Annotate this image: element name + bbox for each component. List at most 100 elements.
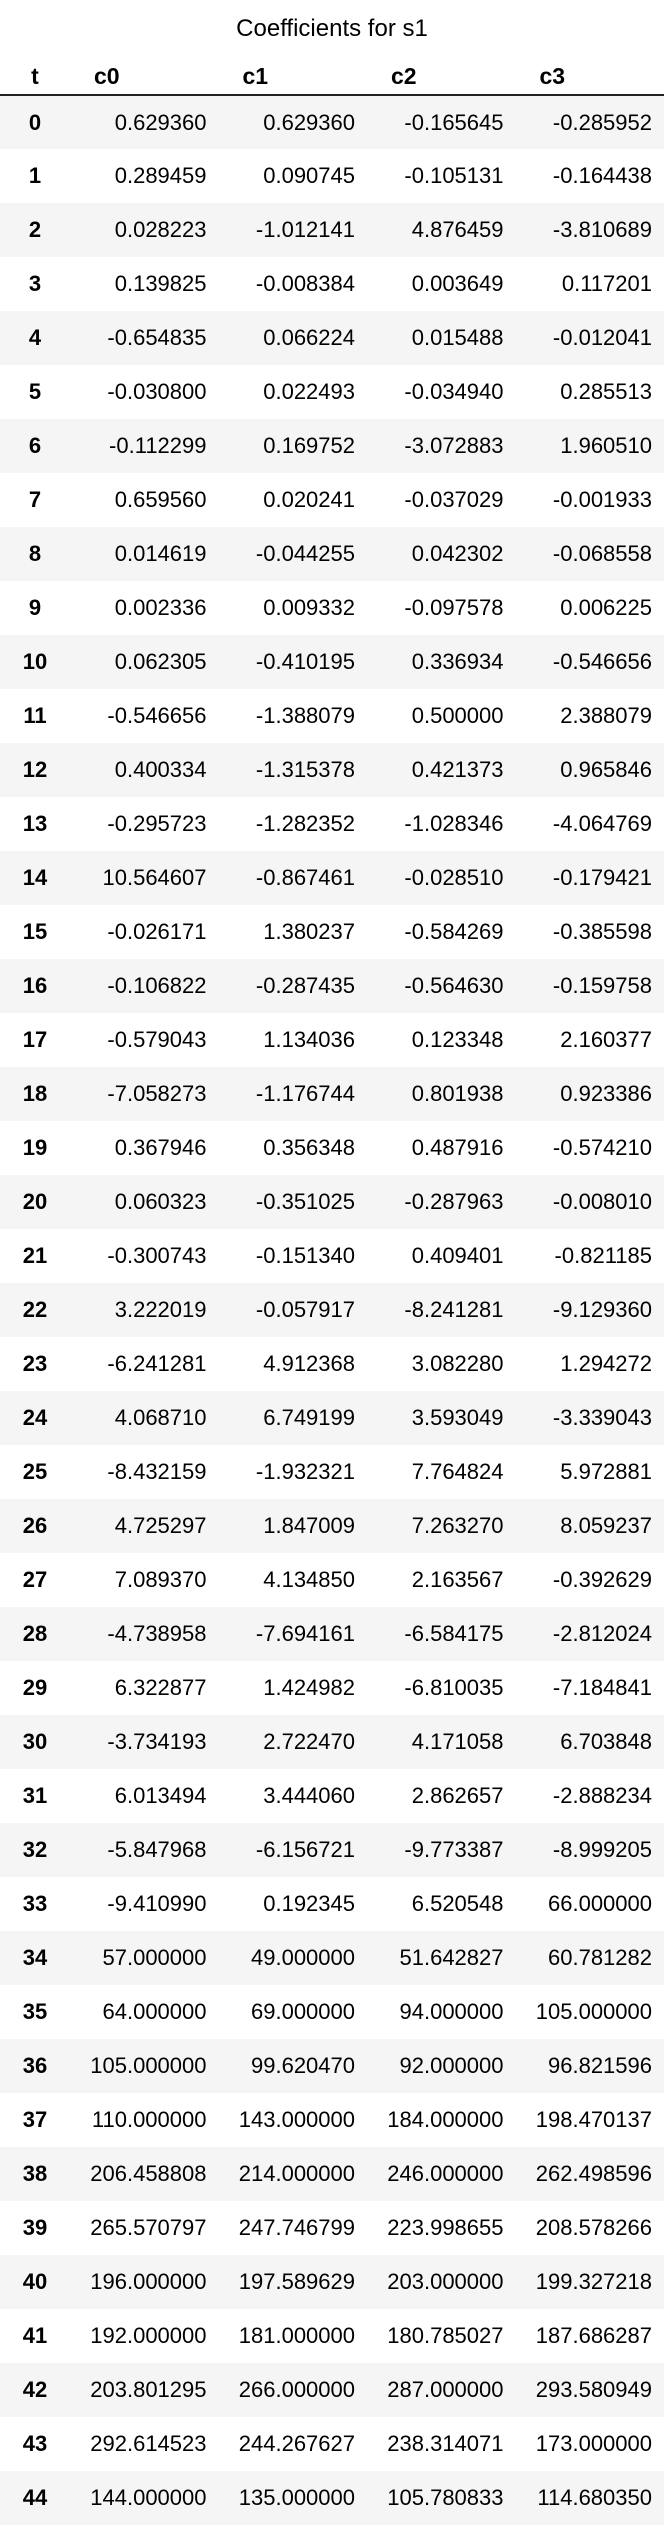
cell-c2: -0.097578 [404,595,504,620]
cell-c1: 0.192345 [263,1891,355,1916]
row-index: 38 [22,2161,48,2186]
cell-c3: 262.498596 [535,2161,652,2186]
row-index: 44 [22,2485,48,2510]
cell-c0: 64.000000 [102,1999,207,2024]
table-row: 14 10.564607 -0.867461 -0.028510 -0.179421 [0,851,664,905]
cell-c3: -3.339043 [552,1405,652,1430]
cell-c2: -0.564630 [404,973,504,998]
row-index: 20 [22,1189,48,1214]
cell-c1: 1.424982 [263,1675,355,1700]
cell-c3: 199.327218 [535,2269,652,2294]
table-body: 0 0.629360 0.629360 -0.165645 -0.285952 1 0.28… [0,95,664,2525]
row-index: 42 [22,2377,48,2402]
cell-c1: -0.351025 [255,1189,355,1214]
cell-c2: -0.287963 [404,1189,504,1214]
cell-c0: 7.089370 [114,1567,207,1592]
cell-c2: 184.000000 [387,2107,504,2132]
column-header-c3: c3 [515,58,664,96]
cell-c1: -1.012141 [255,217,355,242]
row-index: 43 [22,2431,48,2456]
cell-c2: 223.998655 [387,2215,504,2240]
row-index: 26 [22,1513,48,1538]
cell-c3: -4.064769 [552,811,652,836]
cell-c3: -0.392629 [552,1567,652,1592]
cell-c1: -0.008384 [255,271,355,296]
cell-c1: 4.912368 [263,1351,355,1376]
table-row: 24 4.068710 6.749199 3.593049 -3.339043 [0,1391,664,1445]
cell-c2: 238.314071 [387,2431,504,2456]
cell-c1: -0.287435 [255,973,355,998]
cell-c3: 1.960510 [560,433,652,458]
table-row: 13 -0.295723 -1.282352 -1.028346 -4.064769 [0,797,664,851]
row-index: 40 [22,2269,48,2294]
row-index: 27 [22,1567,48,1592]
table-row: 8 0.014619 -0.044255 0.042302 -0.068558 [0,527,664,581]
table-row: 19 0.367946 0.356348 0.487916 -0.574210 [0,1121,664,1175]
row-index: 18 [22,1081,48,1106]
cell-c3: -0.821185 [554,1243,652,1268]
cell-c2: 4.171058 [411,1729,504,1754]
cell-c0: 0.629360 [114,109,207,135]
column-header-c1: c1 [218,58,367,96]
cell-c1: 143.000000 [238,2107,355,2132]
cell-c0: -0.546656 [107,703,207,728]
cell-c3: -0.385598 [552,919,652,944]
row-index: 15 [22,919,48,944]
row-index: 30 [22,1729,48,1754]
cell-c1: 0.020241 [263,487,355,512]
table-row: 39 265.570797 247.746799 223.998655 208.5782… [0,2201,664,2255]
table-row: 26 4.725297 1.847009 7.263270 8.059237 [0,1499,664,1553]
cell-c2: 180.785027 [387,2323,504,2348]
cell-c1: 181.000000 [238,2323,355,2348]
cell-c1: -1.315378 [255,757,355,782]
cell-c2: 51.642827 [399,1945,504,1970]
column-header-t: t [0,58,70,96]
table-row: 20 0.060323 -0.351025 -0.287963 -0.008010 [0,1175,664,1229]
cell-c2: 105.780833 [387,2485,504,2510]
cell-c0: -0.295723 [107,811,207,836]
cell-c0: -0.026171 [107,919,207,944]
cell-c1: 49.000000 [251,1945,355,1970]
cell-c2: 0.421373 [411,757,504,782]
row-index: 32 [22,1837,48,1862]
cell-c2: -0.034940 [404,379,504,404]
cell-c3: 198.470137 [535,2107,652,2132]
cell-c0: -0.579043 [107,1027,207,1052]
cell-c1: 0.090745 [263,163,355,188]
table-row: 27 7.089370 4.134850 2.163567 -0.392629 [0,1553,664,1607]
table-row: 29 6.322877 1.424982 -6.810035 -7.184841 [0,1661,664,1715]
cell-c1: 0.009332 [263,595,355,620]
cell-c1: -7.694161 [255,1621,355,1646]
cell-c2: 2.862657 [411,1783,504,1808]
cell-c1: -0.410195 [255,649,355,674]
cell-c3: 96.821596 [548,2053,652,2078]
cell-c3: -0.285952 [552,109,652,135]
row-index: 0 [28,109,42,135]
cell-c2: 0.003649 [411,271,504,296]
table-row: 32 -5.847968 -6.156721 -9.773387 -8.999205 [0,1823,664,1877]
header-row: t c0 c1 c2 c3 [0,58,664,96]
cell-c2: 0.801938 [411,1081,504,1106]
row-index: 9 [28,595,42,620]
cell-c3: 208.578266 [535,2215,652,2240]
row-index: 37 [22,2107,48,2132]
coefficients-table: t c0 c1 c2 c3 0 0.629360 0.629360 -0.165645… [0,58,664,2525]
table-row: 9 0.002336 0.009332 -0.097578 0.006225 [0,581,664,635]
table-row: 18 -7.058273 -1.176744 0.801938 0.923386 [0,1067,664,1121]
table-row: 16 -0.106822 -0.287435 -0.564630 -0.159758 [0,959,664,1013]
cell-c2: 0.123348 [411,1027,504,1052]
table-row: 41 192.000000 181.000000 180.785027 187.6862… [0,2309,664,2363]
cell-c0: 0.659560 [114,487,207,512]
cell-c1: 6.749199 [263,1405,355,1430]
cell-c0: 206.458808 [90,2161,207,2186]
cell-c1: 135.000000 [238,2485,355,2510]
cell-c0: -7.058273 [107,1081,207,1106]
cell-c0: 0.062305 [114,649,207,674]
row-index: 36 [22,2053,48,2078]
table-row: 22 3.222019 -0.057917 -8.241281 -9.129360 [0,1283,664,1337]
cell-c0: 4.725297 [114,1513,207,1538]
row-index: 28 [22,1621,48,1646]
cell-c1: 3.444060 [263,1783,355,1808]
cell-c0: 292.614523 [90,2431,207,2456]
cell-c2: 203.000000 [387,2269,504,2294]
